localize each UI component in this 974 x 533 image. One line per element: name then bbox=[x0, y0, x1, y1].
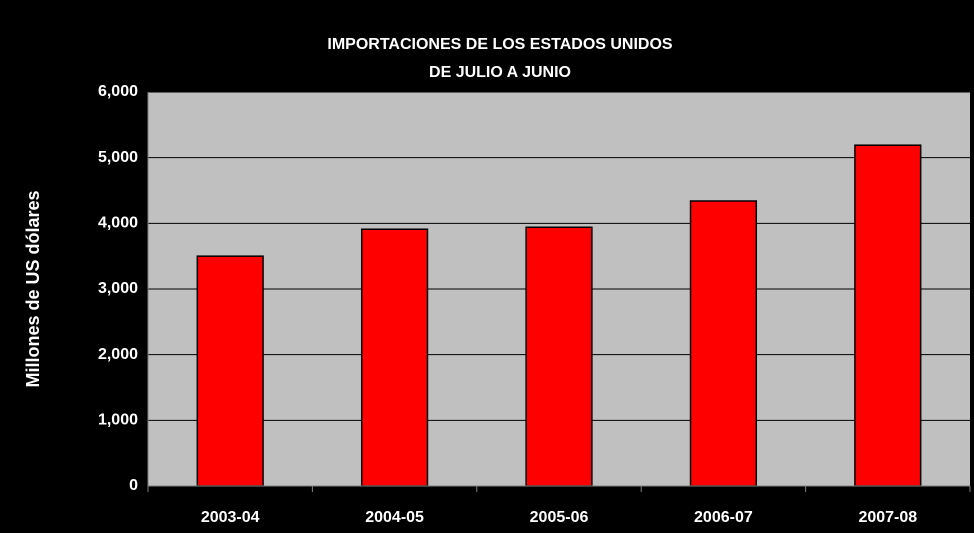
y-tick-label: 5,000 bbox=[98, 149, 138, 166]
y-tick-label: 6,000 bbox=[98, 83, 138, 100]
chart-title: IMPORTACIONES DE LOS ESTADOS UNIDOS bbox=[327, 36, 673, 53]
chart-subtitle: DE JULIO A JUNIO bbox=[429, 64, 571, 81]
x-tick-label: 2007-08 bbox=[858, 509, 917, 526]
y-tick-label: 4,000 bbox=[98, 215, 138, 232]
y-tick-label: 3,000 bbox=[98, 280, 138, 297]
x-tick-label: 2003-04 bbox=[201, 509, 260, 526]
y-axis-title: Millones de US dólares bbox=[23, 190, 43, 387]
bar bbox=[525, 226, 593, 487]
y-tick-label: 1,000 bbox=[98, 412, 138, 429]
x-tick-label: 2005-06 bbox=[530, 509, 589, 526]
x-tick-label: 2004-05 bbox=[365, 509, 424, 526]
y-tick-label: 0 bbox=[129, 477, 138, 494]
bar bbox=[360, 228, 429, 487]
bar bbox=[689, 200, 758, 487]
bar bbox=[854, 144, 922, 487]
y-tick-label: 2,000 bbox=[98, 346, 138, 363]
bar bbox=[196, 255, 264, 487]
x-tick-label: 2006-07 bbox=[694, 509, 753, 526]
